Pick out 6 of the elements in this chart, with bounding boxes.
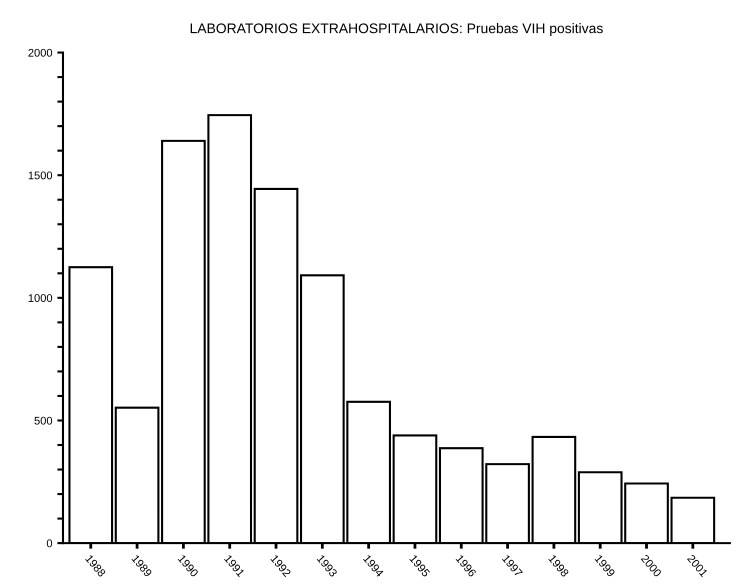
y-tick-label: 2000 xyxy=(28,48,52,57)
y-tick-label: 500 xyxy=(34,416,52,425)
chart-title: LABORATORIOS EXTRAHOSPITALARIOS: Pruebas VIH positivas xyxy=(190,23,603,36)
y-tick-label: 0 xyxy=(46,539,52,548)
y-tick-label: 1500 xyxy=(28,171,52,180)
y-tick-label: 1000 xyxy=(28,294,52,302)
